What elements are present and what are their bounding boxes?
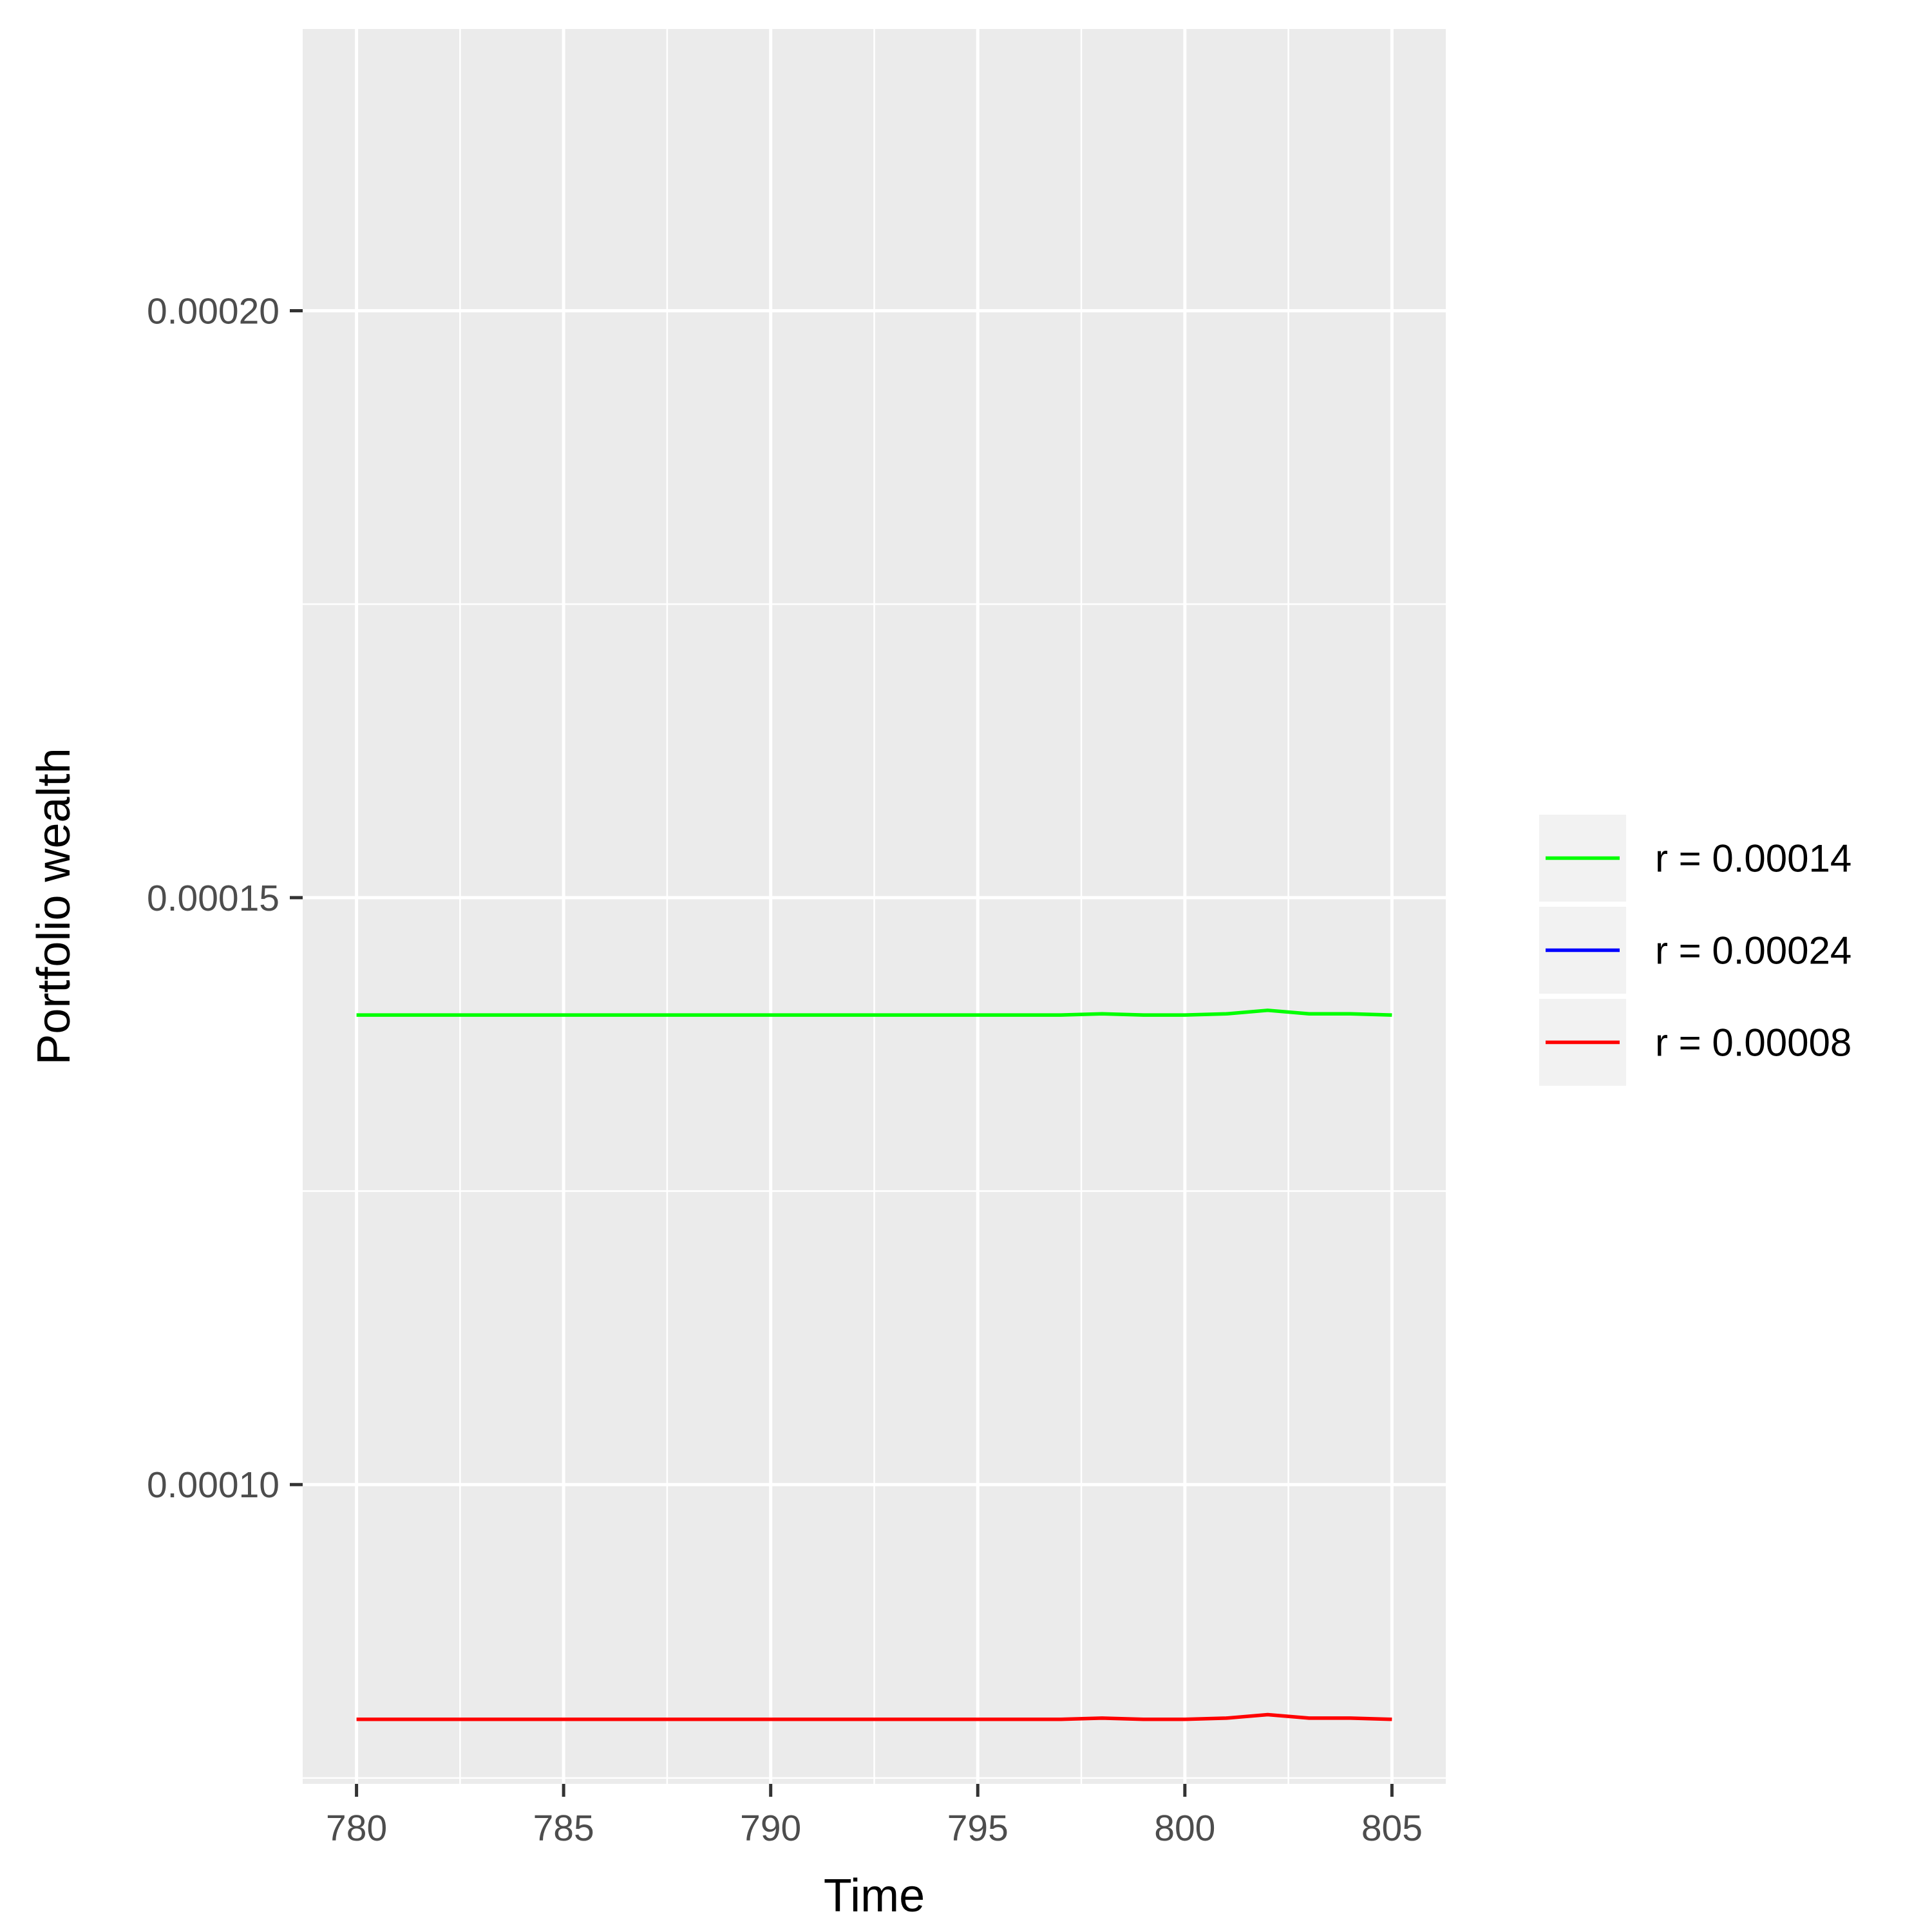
- series-lines: [356, 1009, 1392, 1721]
- legend-label-0: r = 0.00014: [1655, 837, 1852, 880]
- x-tick-label: 805: [1361, 1808, 1423, 1849]
- series-line-2: [356, 1712, 1392, 1721]
- major-gridlines: [303, 29, 1446, 1784]
- legend-label-1: r = 0.00024: [1655, 929, 1852, 972]
- y-tick-label: 0.00020: [147, 290, 279, 332]
- x-axis-title: Time: [824, 1870, 925, 1922]
- y-tick-label: 0.00015: [147, 878, 279, 919]
- x-tick-label: 800: [1154, 1808, 1215, 1849]
- series-line-0: [356, 1009, 1392, 1017]
- x-tick-label: 795: [947, 1808, 1009, 1849]
- x-tick-label: 780: [326, 1808, 387, 1849]
- x-tick-label: 790: [740, 1808, 801, 1849]
- y-tick-label: 0.00010: [147, 1464, 279, 1506]
- legend: r = 0.00014 r = 0.00024 r = 0.00008: [1539, 815, 1852, 1086]
- x-tick-label: 785: [533, 1808, 594, 1849]
- x-axis: 780 785 790 795 800 805: [326, 1784, 1423, 1849]
- legend-label-2: r = 0.00008: [1655, 1021, 1852, 1065]
- minor-gridlines: [303, 29, 1446, 1784]
- y-axis: 0.00010 0.00015 0.00020: [147, 290, 303, 1506]
- y-axis-title: Portfolio wealth: [28, 748, 80, 1065]
